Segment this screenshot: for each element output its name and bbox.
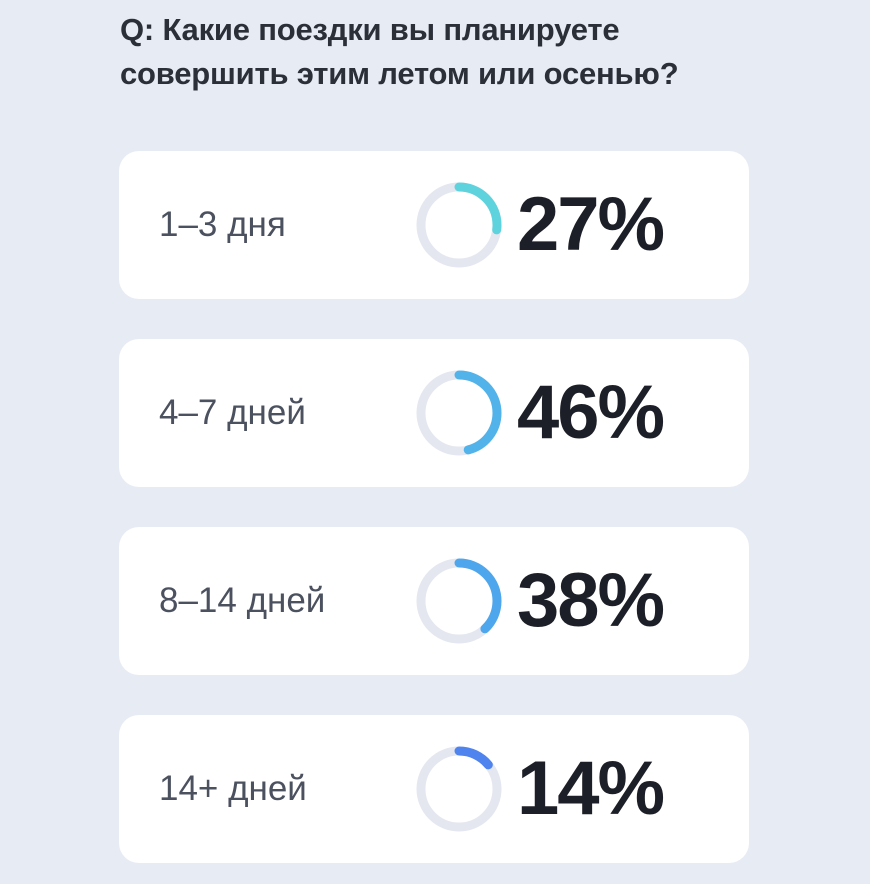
answer-card-8-14: 8–14 дней 38% bbox=[119, 527, 749, 675]
answer-card-14-plus: 14+ дней 14% bbox=[119, 715, 749, 863]
answer-label: 8–14 дней bbox=[159, 581, 326, 620]
question-title: Q: Какие поездки вы планируете совершить… bbox=[120, 12, 679, 91]
answer-percent: 38% bbox=[517, 558, 665, 643]
ring-value-arc bbox=[416, 746, 502, 832]
progress-ring bbox=[416, 558, 502, 644]
answer-percent: 27% bbox=[517, 182, 665, 267]
progress-ring bbox=[416, 746, 502, 832]
progress-ring bbox=[416, 370, 502, 456]
answer-label: 14+ дней bbox=[159, 769, 307, 808]
answer-list: 1–3 дня 27% 4–7 дней 46% 8–14 дней 38% 1… bbox=[119, 151, 749, 863]
ring-value-arc bbox=[416, 370, 502, 456]
answer-card-4-7: 4–7 дней 46% bbox=[119, 339, 749, 487]
answer-card-1-3: 1–3 дня 27% bbox=[119, 151, 749, 299]
answer-label: 4–7 дней bbox=[159, 393, 306, 432]
ring-value-arc bbox=[416, 558, 502, 644]
answer-percent: 46% bbox=[517, 370, 665, 455]
answer-percent: 14% bbox=[517, 746, 665, 831]
ring-value-arc bbox=[416, 182, 502, 268]
progress-ring bbox=[416, 182, 502, 268]
answer-label: 1–3 дня bbox=[159, 205, 286, 244]
